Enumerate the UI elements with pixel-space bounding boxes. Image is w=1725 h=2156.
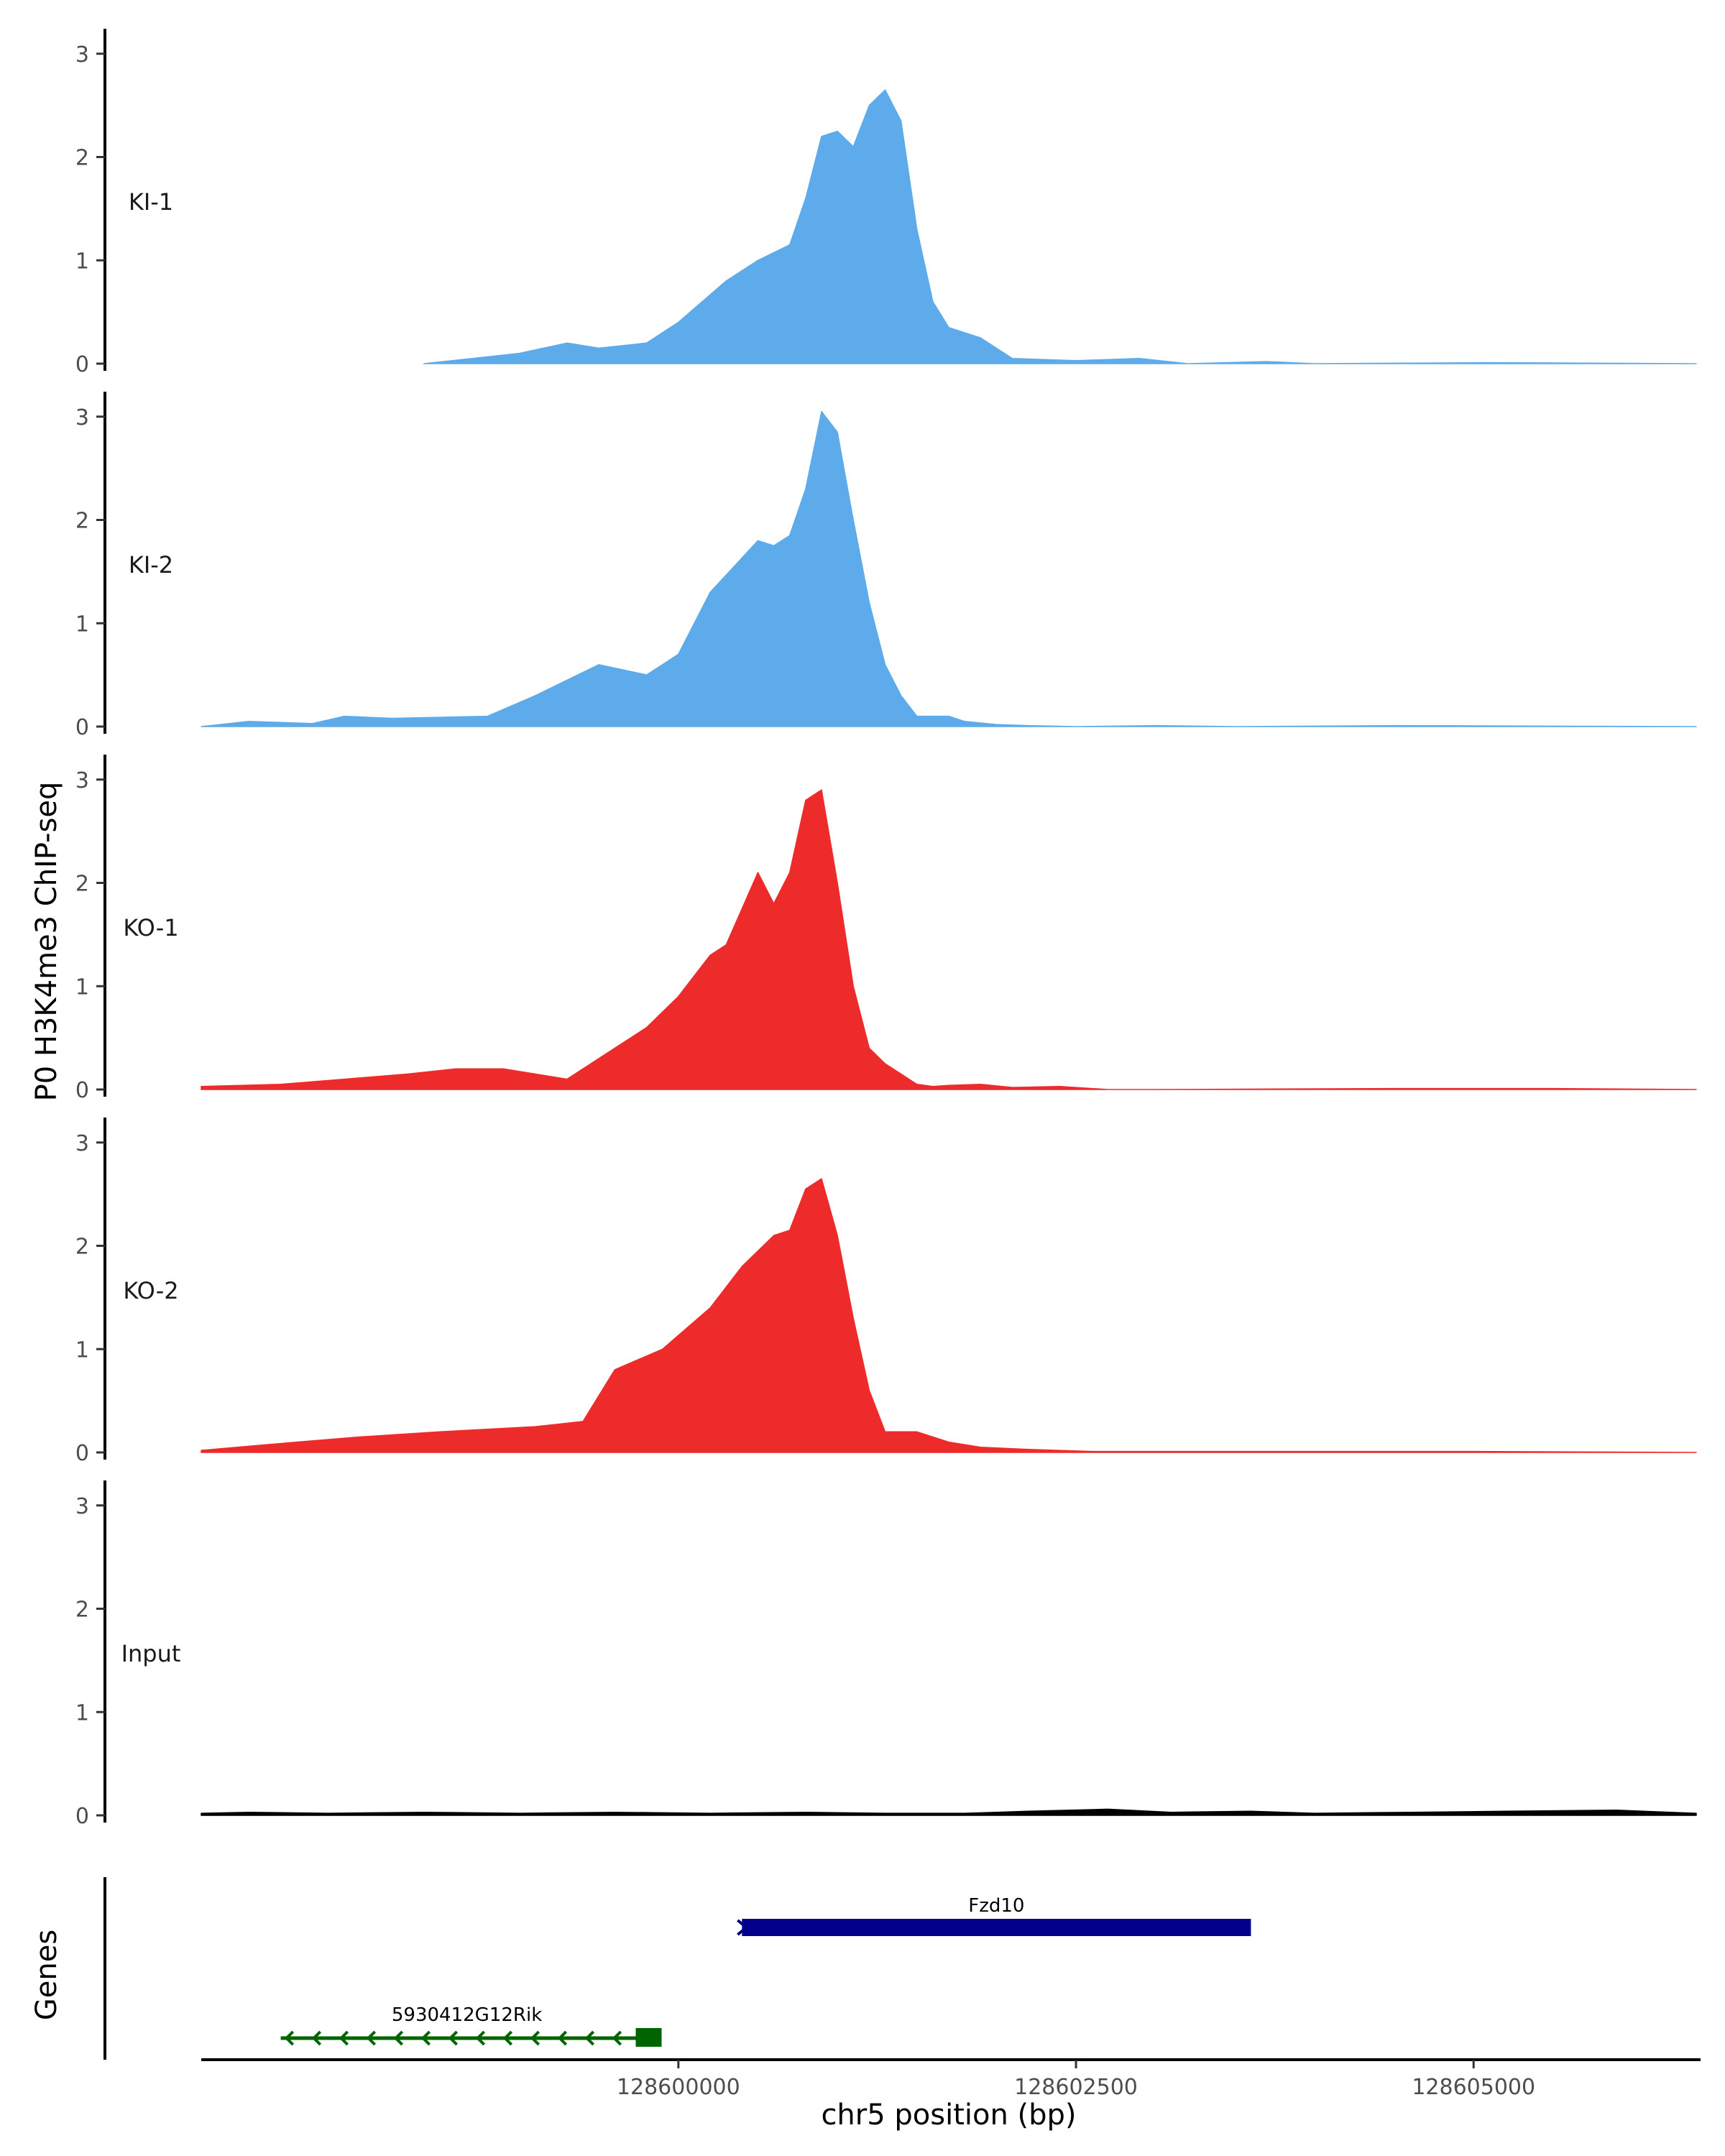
x-tick-label: 128600000 [617, 2075, 740, 2100]
gene-strand-arrow [475, 2030, 486, 2046]
gene-strand-arrow [448, 2030, 459, 2046]
track-label: KO-1 [123, 914, 178, 941]
y-tick-label: 1 [75, 249, 89, 274]
y-axis-title: P0 H3K4me3 ChIP-seq [30, 782, 63, 1102]
gene-strand-arrow [584, 2030, 595, 2046]
gene-strand-arrow [284, 2030, 295, 2046]
y-tick-label: 0 [75, 1441, 89, 1466]
y-tick-label: 3 [75, 405, 89, 430]
y-tick-label: 3 [75, 768, 89, 793]
x-axis: 128600000 128602500 128605000 [201, 2058, 1701, 2100]
y-tick-label: 0 [75, 1078, 89, 1103]
gene-strand-arrow [502, 2030, 513, 2046]
track-label: KI-1 [129, 188, 173, 216]
y-tick-label: 3 [75, 42, 89, 68]
gene-exon-5930412G12Rik [635, 2028, 662, 2047]
y-tick-label: 2 [75, 872, 89, 897]
y-tick-label: 1 [75, 612, 89, 637]
signal-area-KI-1 [423, 89, 1697, 364]
y-tick-label: 0 [75, 1804, 89, 1829]
gene-label: Fzd10 [968, 1895, 1024, 1917]
signal-area-KO-2 [201, 1178, 1697, 1453]
x-axis-title: chr5 position (bp) [821, 2099, 1076, 2132]
y-tick-label: 2 [75, 146, 89, 171]
y-tick-label: 0 [75, 715, 89, 740]
gene-strand-arrow [420, 2030, 431, 2046]
y-tick-label: 3 [75, 1494, 89, 1519]
genes-layer: Fzd10 5930412G12Rik [104, 1877, 1251, 2060]
gene-strand-arrow [737, 1919, 749, 1936]
gene-strand-arrow [557, 2030, 568, 2046]
track-label: KI-2 [129, 551, 173, 579]
y-tick-label: 2 [75, 509, 89, 534]
tracks-layer: 0 1 2 3 0 1 2 3 0 1 2 3 0 1 2 3 0 1 2 3 [75, 29, 1697, 1829]
track-label: KO-2 [123, 1277, 178, 1304]
gene-strand-arrow [612, 2030, 622, 2046]
gene-strand-arrow [393, 2030, 404, 2046]
gene-label: 5930412G12Rik [392, 2004, 542, 2026]
y-tick-label: 1 [75, 1337, 89, 1363]
y-tick-label: 2 [75, 1235, 89, 1260]
track-label: Input [121, 1640, 181, 1667]
gene-strand-arrow [366, 2030, 377, 2046]
y-tick-label: 1 [75, 1700, 89, 1726]
genes-axis-title: Genes [30, 1930, 63, 2020]
signal-area-KO-1 [201, 789, 1697, 1090]
y-tick-label: 1 [75, 975, 89, 1000]
y-tick-label: 0 [75, 352, 89, 377]
y-tick-label: 2 [75, 1598, 89, 1623]
signal-area-KI-2 [201, 410, 1697, 727]
gene-strand-arrow [311, 2030, 322, 2046]
x-tick-label: 128605000 [1412, 2075, 1535, 2100]
signal-area-Input [201, 1808, 1697, 1816]
x-tick-label: 128602500 [1014, 2075, 1138, 2100]
gene-strand-arrow [530, 2030, 540, 2046]
y-tick-label: 3 [75, 1131, 89, 1156]
gene-exon-Fzd10 [742, 1919, 1251, 1936]
gene-strand-arrow [339, 2030, 349, 2046]
